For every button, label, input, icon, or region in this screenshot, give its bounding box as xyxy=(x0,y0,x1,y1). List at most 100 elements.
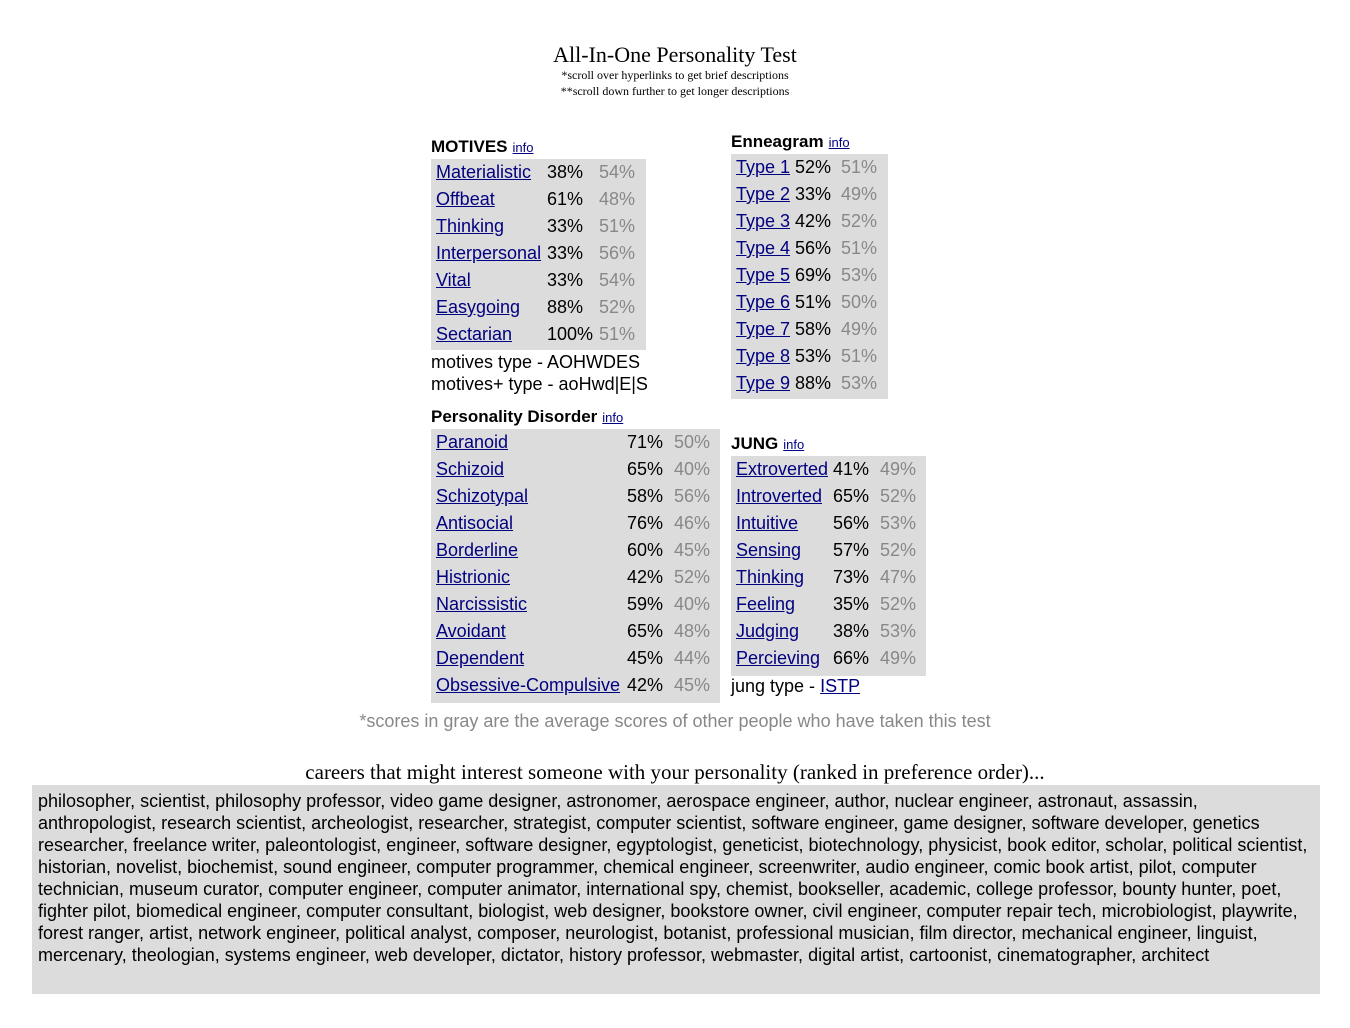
jung-type-prefix: jung type - xyxy=(731,676,821,696)
enneagram-trait-link[interactable]: Type 3 xyxy=(736,211,791,231)
disorder-score: 45% xyxy=(627,648,664,668)
jung-trait-link[interactable]: Extroverted xyxy=(736,459,829,479)
disorder-table: Paranoid 71% 50% Schizoid 65% 40% Schizotypal 5… xyxy=(431,429,720,703)
jung-info-link[interactable]: info xyxy=(783,437,805,452)
jung-table: Extroverted 41% 49% Introverted 65% 52% Intuit… xyxy=(731,456,926,676)
enneagram-trait-link[interactable]: Type 6 xyxy=(736,292,791,312)
disorder-average-score: 48% xyxy=(674,621,711,641)
jung-trait-link[interactable]: Judging xyxy=(736,621,800,641)
motives-average-score: 54% xyxy=(599,270,636,290)
disorder-trait-link[interactable]: Schizoid xyxy=(436,459,505,479)
motives-average-score: 56% xyxy=(599,243,636,263)
enneagram-info-link[interactable]: info xyxy=(828,135,850,150)
jung-trait-link[interactable]: Intuitive xyxy=(736,513,799,533)
motives-average-score: 48% xyxy=(599,189,636,209)
jung-trait-link[interactable]: Feeling xyxy=(736,594,796,614)
enneagram-average-score: 52% xyxy=(841,211,878,231)
enneagram-table: Type 1 52% 51% Type 2 33% 49% Type 3 42% 52% Type… xyxy=(731,154,888,399)
disorder-average-score: 45% xyxy=(674,675,711,695)
motives-average-score: 51% xyxy=(599,324,636,344)
enneagram-trait-link[interactable]: Type 1 xyxy=(736,157,791,177)
jung-type-line: jung type - ISTP xyxy=(731,676,860,697)
jung-score: 56% xyxy=(833,513,870,533)
hint-brief-descriptions: *scroll over hyperlinks to get brief des… xyxy=(561,68,789,82)
jung-score: 41% xyxy=(833,459,870,479)
disorder-trait-link[interactable]: Paranoid xyxy=(436,432,509,452)
motives-trait-link[interactable]: Offbeat xyxy=(436,189,495,209)
disorder-trait-link[interactable]: Avoidant xyxy=(436,621,506,641)
disorder-average-score: 50% xyxy=(674,432,711,452)
disorder-info-link[interactable]: info xyxy=(602,410,624,425)
disorder-score: 42% xyxy=(627,675,664,695)
careers-heading: careers that might interest someone with… xyxy=(305,760,1045,784)
disorder-average-score: 46% xyxy=(674,513,711,533)
motives-score: 33% xyxy=(547,243,584,263)
jung-average-score: 49% xyxy=(880,648,917,668)
jung-score: 38% xyxy=(833,621,870,641)
disorder-score: 60% xyxy=(627,540,664,560)
motives-trait-link[interactable]: Interpersonal xyxy=(436,243,542,263)
enneagram-average-score: 49% xyxy=(841,319,878,339)
disorder-score: 76% xyxy=(627,513,664,533)
enneagram-score: 69% xyxy=(795,265,832,285)
hint-longer-descriptions: **scroll down further to get longer desc… xyxy=(560,84,790,98)
disorder-average-score: 52% xyxy=(674,567,711,587)
enneagram-trait-link[interactable]: Type 8 xyxy=(736,346,791,366)
motives-heading: MOTIVES info xyxy=(431,137,533,157)
jung-score: 35% xyxy=(833,594,870,614)
jung-average-score: 53% xyxy=(880,513,917,533)
motives-trait-link[interactable]: Easygoing xyxy=(436,297,521,317)
motives-title: MOTIVES xyxy=(431,137,508,156)
enneagram-score: 51% xyxy=(795,292,832,312)
enneagram-average-score: 50% xyxy=(841,292,878,312)
disorder-trait-link[interactable]: Schizotypal xyxy=(436,486,529,506)
enneagram-score: 58% xyxy=(795,319,832,339)
jung-trait-link[interactable]: Thinking xyxy=(736,567,805,587)
enneagram-average-score: 53% xyxy=(841,265,878,285)
disorder-trait-link[interactable]: Obsessive-Compulsive xyxy=(436,675,621,695)
enneagram-trait-link[interactable]: Type 7 xyxy=(736,319,791,339)
disorder-trait-link[interactable]: Histrionic xyxy=(436,567,511,587)
disorder-average-score: 45% xyxy=(674,540,711,560)
motives-info-link[interactable]: info xyxy=(512,140,534,155)
jung-trait-link[interactable]: Percieving xyxy=(736,648,821,668)
jung-type-link[interactable]: ISTP xyxy=(820,676,861,696)
enneagram-trait-link[interactable]: Type 4 xyxy=(736,238,791,258)
disorder-average-score: 40% xyxy=(674,594,711,614)
enneagram-score: 33% xyxy=(795,184,832,204)
enneagram-score: 53% xyxy=(795,346,832,366)
disorder-score: 42% xyxy=(627,567,664,587)
disorder-heading: Personality Disorder info xyxy=(431,407,623,427)
jung-average-score: 52% xyxy=(880,486,917,506)
enneagram-score: 88% xyxy=(795,373,832,393)
enneagram-average-score: 51% xyxy=(841,157,878,177)
jung-average-score: 49% xyxy=(880,459,917,479)
enneagram-trait-link[interactable]: Type 2 xyxy=(736,184,791,204)
motives-trait-link[interactable]: Sectarian xyxy=(436,324,513,344)
enneagram-score: 52% xyxy=(795,157,832,177)
jung-trait-link[interactable]: Introverted xyxy=(736,486,823,506)
motives-score: 88% xyxy=(547,297,584,317)
motives-trait-link[interactable]: Materialistic xyxy=(436,162,532,182)
disorder-trait-link[interactable]: Borderline xyxy=(436,540,519,560)
jung-average-score: 47% xyxy=(880,567,917,587)
disorder-score: 65% xyxy=(627,621,664,641)
enneagram-title: Enneagram xyxy=(731,132,824,151)
careers-list: philosopher, scientist, philosophy profe… xyxy=(32,785,1320,994)
jung-average-score: 52% xyxy=(880,594,917,614)
jung-score: 66% xyxy=(833,648,870,668)
motives-trait-link[interactable]: Thinking xyxy=(436,216,505,236)
disorder-trait-link[interactable]: Narcissistic xyxy=(436,594,528,614)
enneagram-trait-link[interactable]: Type 5 xyxy=(736,265,791,285)
motives-score: 61% xyxy=(547,189,584,209)
disorder-score: 71% xyxy=(627,432,664,452)
enneagram-trait-link[interactable]: Type 9 xyxy=(736,373,791,393)
motives-score: 33% xyxy=(547,270,584,290)
disorder-average-score: 44% xyxy=(674,648,711,668)
motives-type-line: motives type - AOHWDES xyxy=(431,352,641,372)
jung-trait-link[interactable]: Sensing xyxy=(736,540,802,560)
disorder-trait-link[interactable]: Dependent xyxy=(436,648,525,668)
disorder-trait-link[interactable]: Antisocial xyxy=(436,513,514,533)
motives-score: 33% xyxy=(547,216,584,236)
motives-trait-link[interactable]: Vital xyxy=(436,270,471,290)
